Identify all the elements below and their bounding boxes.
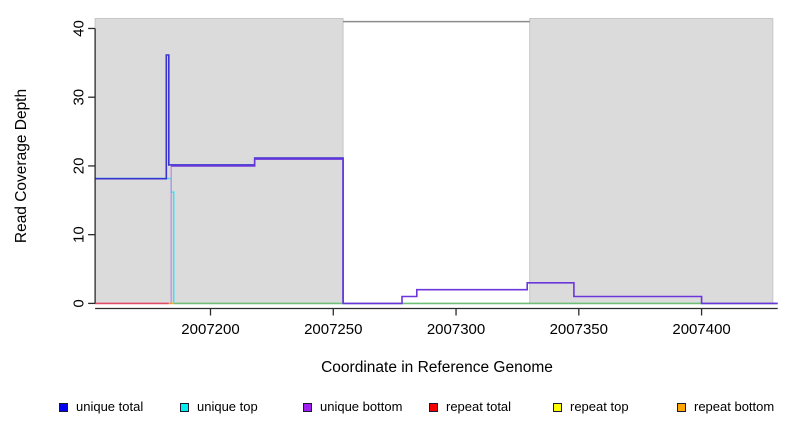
series-unique-bottom [170,158,778,305]
unique-top-swatch-icon [180,402,189,412]
legend-item-unique-bottom: unique bottom [303,400,402,414]
legend-item-repeat-top: repeat top [553,400,629,414]
legend-item-repeat-bottom: repeat bottom [677,400,774,414]
axes: 0 10 20 30 40 2007200 2007250 2007300 2007350 200… [71,20,778,338]
shaded-region [94,17,344,304]
x-tick-label: 2007350 [550,321,608,338]
unique-bottom-swatch-icon [303,402,312,412]
y-tick-label: 30 [71,89,88,106]
legend-item-unique-total: unique total [59,400,143,414]
legend-label: unique top [197,399,258,414]
y-tick-label: 20 [71,158,88,175]
shaded-regions [94,17,774,304]
shaded-region [529,17,774,304]
y-tick-label: 0 [71,299,88,307]
coverage-series-lines [95,54,778,305]
repeat-top-swatch-icon [553,402,562,412]
unique-total-swatch-icon [59,402,68,412]
legend-label: unique total [76,399,144,414]
y-tick-label: 10 [71,226,88,243]
x-tick-label: 2007400 [672,321,730,338]
repeat-total-swatch-icon [429,402,438,412]
legend-item-repeat-total: repeat total [429,400,511,414]
x-tick-label: 2007250 [304,321,362,338]
coverage-plot: 0 10 20 30 40 2007200 2007250 2007300 2007350 200… [13,17,778,376]
y-tick-label: 40 [71,20,88,37]
x-tick-label: 2007200 [181,321,239,338]
legend-label: repeat total [446,399,512,414]
repeat-bottom-swatch-icon [677,402,686,412]
legend-label: repeat bottom [694,399,775,414]
x-axis-title: Coordinate in Reference Genome [321,359,553,376]
x-tick-label: 2007300 [427,321,485,338]
y-axis-title: Read Coverage Depth [13,89,30,243]
legend-item-unique-top: unique top [180,400,258,414]
legend-label: repeat top [570,399,629,414]
series-unique-total [95,54,344,303]
legend-label: unique bottom [320,399,403,414]
